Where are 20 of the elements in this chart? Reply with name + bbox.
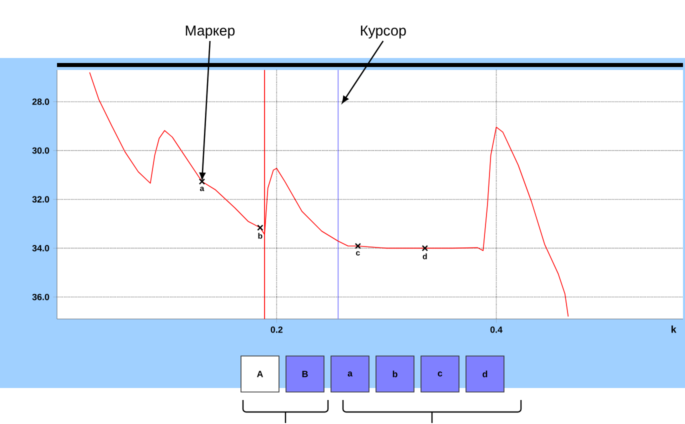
- point: [422, 245, 428, 252]
- annotation: Курсор: [361, 26, 406, 39]
- x-axis-title: k: [672, 326, 676, 333]
- y-tick-label: 28.0: [32, 98, 50, 106]
- annotation: Маркер: [186, 26, 235, 39]
- text: a: [348, 372, 353, 377]
- point: [198, 178, 206, 185]
- point: [257, 224, 264, 232]
- x-tick-label: 0.2: [270, 326, 283, 334]
- y-tick-label: 36.0: [32, 294, 50, 300]
- text: c: [438, 372, 442, 377]
- y-tick-label: 34.0: [32, 245, 50, 252]
- text: b: [392, 370, 398, 378]
- y-tick-label: 32.0: [32, 196, 50, 203]
- text: d: [482, 370, 488, 378]
- text: B: [302, 371, 308, 378]
- y-tick-label: 30.0: [32, 148, 50, 154]
- text: A: [256, 371, 263, 378]
- point: [354, 243, 362, 250]
- x-tick-label: 0.4: [490, 326, 502, 334]
